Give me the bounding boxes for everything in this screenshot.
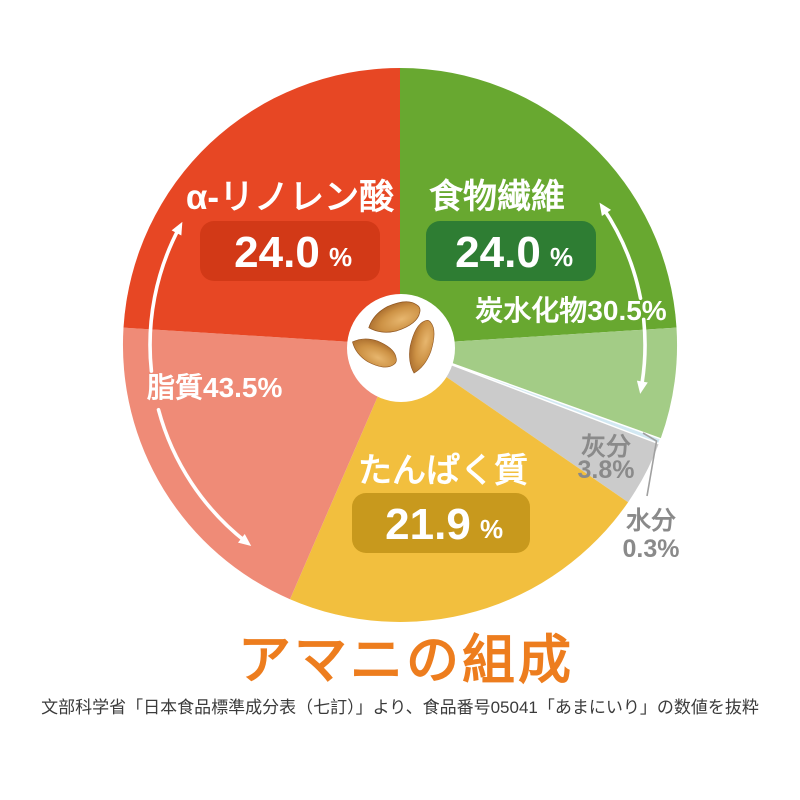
center-medallion	[347, 294, 455, 402]
protein-badge	[352, 493, 530, 553]
fat-upper-arrow	[148, 221, 183, 373]
ala-label: α-リノレン酸	[186, 178, 395, 217]
protein-label: たんぱく質	[358, 452, 528, 490]
slice-carbs-other	[400, 327, 678, 439]
ash-label-line1: 灰分	[581, 433, 631, 461]
protein-percent-sign: %	[480, 514, 503, 544]
fiber-callout: 食物繊維 24.0 %	[426, 177, 596, 281]
flaxseed-left	[352, 338, 397, 368]
carbs-upper-arrow	[599, 202, 643, 300]
flaxseed-right	[409, 319, 435, 374]
carbs-label: 炭水化物30.5%	[475, 295, 666, 326]
protein-value: 21.9	[385, 500, 471, 549]
fat-lower-arrow	[156, 407, 252, 547]
ala-percent-sign: %	[329, 242, 352, 272]
water-label-line2: 0.3%	[623, 535, 680, 563]
slice-fat-other	[122, 327, 401, 600]
fiber-badge	[426, 221, 596, 281]
slice-ash	[400, 345, 659, 503]
flaxseed-image	[352, 301, 435, 374]
ash-label: 灰分 3.8%	[578, 433, 635, 484]
ash-label-line2: 3.8%	[578, 456, 635, 484]
ala-badge	[200, 221, 380, 281]
range-arrows	[148, 202, 648, 547]
fat-label: 脂質43.5%	[147, 372, 282, 403]
carbs-lower-arrow	[636, 317, 648, 394]
protein-callout: たんぱく質 21.9 %	[352, 452, 530, 553]
fiber-value: 24.0	[455, 228, 541, 277]
water-leader-line	[642, 432, 658, 497]
page-title: アマニの組成	[238, 631, 574, 690]
water-label: 水分 0.3%	[623, 507, 680, 563]
ala-value: 24.0	[234, 228, 320, 277]
flaxseed-top	[368, 301, 421, 333]
ala-callout: α-リノレン酸 24.0 %	[186, 178, 395, 281]
fiber-percent-sign: %	[550, 242, 573, 272]
fiber-label: 食物繊維	[429, 177, 565, 216]
water-label-line1: 水分	[626, 507, 676, 535]
source-footnote: 文部科学省「日本食品標準成分表（七訂）」より、食品番号05041「あまにいり」の…	[41, 698, 759, 717]
slice-water	[399, 344, 662, 445]
